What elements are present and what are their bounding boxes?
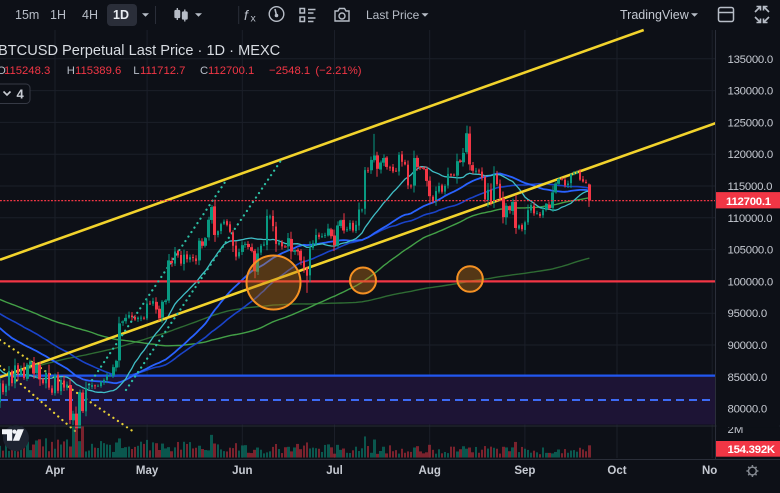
svg-text:115389.6: 115389.6	[75, 65, 121, 77]
svg-text:85000.0: 85000.0	[728, 372, 767, 384]
svg-text:115000.0: 115000.0	[728, 181, 773, 193]
svg-text:105000.0: 105000.0	[728, 245, 774, 257]
svg-text:BTCUSD Perpetual Last Price ·: BTCUSD Perpetual Last Price · 1D · MEXC	[0, 43, 280, 59]
svg-text:Jun: Jun	[232, 465, 252, 477]
svg-text:Sep: Sep	[514, 465, 535, 477]
svg-text:4H: 4H	[82, 8, 98, 22]
svg-text:Oct: Oct	[607, 465, 626, 477]
svg-text:110000.0: 110000.0	[728, 213, 773, 225]
svg-text:135000.0: 135000.0	[728, 54, 774, 66]
svg-text:x: x	[251, 13, 257, 25]
svg-text:112700.1: 112700.1	[726, 196, 772, 208]
svg-text:O: O	[0, 65, 6, 77]
svg-text:154.392K: 154.392K	[728, 444, 776, 456]
svg-text:115248.3: 115248.3	[4, 65, 50, 77]
svg-text:Jul: Jul	[326, 465, 343, 477]
svg-text:−2548.1: −2548.1	[269, 65, 310, 77]
svg-text:111712.7: 111712.7	[140, 65, 185, 77]
svg-text:4: 4	[17, 87, 25, 102]
svg-text:(−2.21%): (−2.21%)	[315, 65, 361, 77]
svg-text:130000.0: 130000.0	[728, 86, 774, 98]
svg-text:112700.1: 112700.1	[208, 65, 254, 77]
svg-text:L: L	[133, 65, 139, 77]
svg-text:f: f	[244, 7, 250, 23]
svg-text:95000.0: 95000.0	[728, 308, 767, 320]
svg-text:Last Price: Last Price	[366, 8, 420, 22]
svg-text:1D: 1D	[113, 8, 129, 22]
svg-text:80000.0: 80000.0	[728, 404, 767, 416]
svg-text:C: C	[200, 65, 208, 77]
svg-text:90000.0: 90000.0	[728, 340, 767, 352]
svg-text:100000.0: 100000.0	[728, 276, 774, 288]
svg-text:H: H	[67, 65, 75, 77]
svg-text:Aug: Aug	[419, 465, 441, 477]
svg-text:125000.0: 125000.0	[728, 117, 774, 129]
svg-text:120000.0: 120000.0	[728, 149, 774, 161]
svg-text:May: May	[136, 465, 159, 477]
svg-text:Apr: Apr	[45, 465, 65, 477]
svg-text:TradingView: TradingView	[620, 8, 690, 22]
svg-text:No: No	[702, 465, 717, 477]
svg-text:15m: 15m	[15, 8, 39, 22]
svg-text:1H: 1H	[50, 8, 66, 22]
